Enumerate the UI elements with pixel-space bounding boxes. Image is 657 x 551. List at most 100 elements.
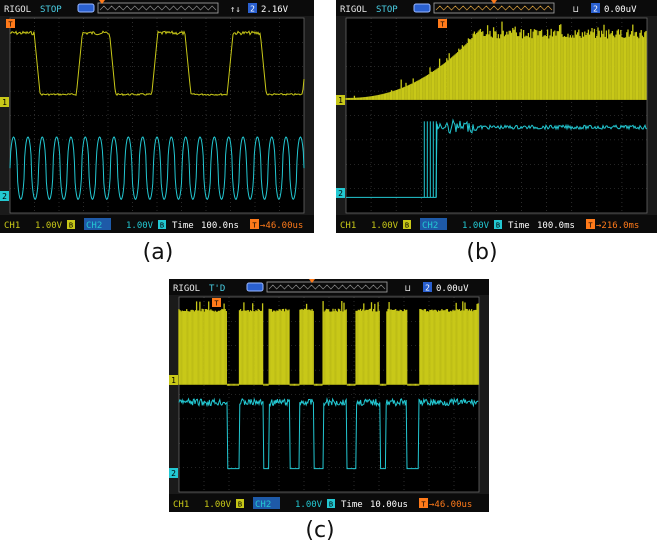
trigger-offset: T →46.00us [250, 219, 303, 231]
battery-icon [246, 282, 264, 292]
ch1-trace [345, 21, 647, 100]
ch1-label: CH1 [340, 221, 356, 231]
ch2-label: CH2 [255, 500, 271, 510]
ch1-marker-label: 1 [2, 98, 7, 107]
ch1-bandwidth-badge: B [403, 220, 411, 230]
timebase-value: 100.0ns [201, 221, 239, 231]
ch1-bandwidth-badge: B [236, 499, 244, 509]
ch2-scale: 1.00V [295, 500, 323, 510]
svg-text:T: T [8, 21, 13, 29]
svg-text:T: T [588, 222, 593, 230]
oscilloscope-screenshot-a: RIGOL STOP ↑↓ 2 2.16V T 1 2 CH1 1.00V B CH2 1.00V B Ti… [0, 0, 314, 233]
ch1-scale: 1.00V [371, 221, 399, 231]
scope-frame: RIGOL STOP ⊔ 2 0.00uV T 1 2 CH1 1.00V B CH2 1.00V B Ti… [336, 0, 657, 233]
trigger-channel-badge: 2 [248, 3, 257, 14]
battery-icon [413, 3, 431, 13]
svg-text:T: T [421, 501, 426, 509]
ch1-ground-marker: 1 [336, 95, 345, 105]
bottom-settings-bar: CH1 1.00V B CH2 1.00V B Time 100.0ms T →216.0ms [336, 215, 657, 233]
ch2-trace [178, 397, 479, 470]
trigger-offset-value: →46.00us [429, 500, 472, 510]
timebase-label: Time [172, 221, 194, 231]
bottom-bar-bg [0, 215, 314, 233]
trigger-position-marker [491, 0, 497, 4]
screen-border [178, 296, 480, 493]
ch1-trace [9, 30, 305, 97]
scope-frame: RIGOL T'D ⊔ 2 0.00uV T 1 2 CH1 1.00V B CH2 1.00V B Tim… [169, 279, 489, 512]
trigger-time-marker-icon: T [438, 19, 447, 29]
ch1-trace [178, 300, 479, 386]
memory-depth-indicator [266, 281, 388, 293]
svg-text:B: B [160, 222, 164, 230]
svg-text:B: B [496, 222, 500, 230]
battery-icon [77, 3, 95, 13]
trigger-offset: T →216.0ms [586, 219, 639, 231]
ch2-scale: 1.00V [126, 221, 154, 231]
trigger-offset-value: →216.0ms [596, 221, 639, 231]
rising-edge-icon: ⊔ [573, 5, 578, 15]
ch1-scale: 1.00V [204, 500, 232, 510]
ch2-label: CH2 [86, 221, 102, 231]
caption-a: (a) [142, 240, 174, 265]
brand-logo: RIGOL [173, 284, 200, 294]
trigger-time-marker-icon: T [212, 298, 221, 308]
trigger-time-marker-icon: T [6, 19, 15, 29]
trigger-offset: T →46.00us [419, 498, 472, 510]
caption-c: (c) [305, 518, 335, 543]
run-status: T'D [209, 284, 225, 294]
ch2-scale: 1.00V [462, 221, 490, 231]
ch2-bandwidth-badge: B [327, 499, 335, 509]
ch2-ground-marker: 2 [336, 188, 345, 198]
trigger-channel-number: 2 [250, 5, 255, 14]
ch2-label-box: CH2 [420, 218, 447, 231]
svg-text:T: T [252, 222, 257, 230]
ch2-label-box: CH2 [253, 497, 280, 510]
svg-text:B: B [329, 501, 333, 509]
scope-frame: RIGOL STOP ↑↓ 2 2.16V T 1 2 CH1 1.00V B CH2 1.00V B Ti… [0, 0, 314, 233]
top-status-bar: RIGOL STOP ↑↓ 2 2.16V [0, 0, 314, 16]
brand-logo: RIGOL [340, 5, 367, 15]
caption-b: (b) [466, 240, 498, 265]
timebase-label: Time [508, 221, 530, 231]
ch1-bandwidth-badge: B [67, 220, 75, 230]
trigger-channel-number: 2 [425, 284, 430, 293]
trigger-offset-value: →46.00us [260, 221, 303, 231]
timebase-label: Time [341, 500, 363, 510]
ch1-ground-marker: 1 [0, 97, 9, 107]
ch2-marker-label: 2 [2, 192, 7, 201]
rising-edge-icon: ⊔ [405, 284, 410, 294]
top-status-bar: RIGOL STOP ⊔ 2 0.00uV [336, 0, 657, 16]
run-status: STOP [376, 5, 398, 15]
ch2-bandwidth-badge: B [494, 220, 502, 230]
oscilloscope-screenshot-c: RIGOL T'D ⊔ 2 0.00uV T 1 2 CH1 1.00V B CH2 1.00V B Tim… [169, 279, 489, 512]
ch2-label: CH2 [422, 221, 438, 231]
trigger-level: 0.00uV [436, 284, 469, 294]
ch2-trace [9, 136, 305, 201]
screen-border [345, 17, 648, 214]
svg-text:B: B [69, 222, 73, 230]
ch2-marker-label: 2 [338, 189, 343, 198]
svg-text:B: B [405, 222, 409, 230]
graticule [10, 18, 304, 213]
bottom-settings-bar: CH1 1.00V B CH2 1.00V B Time 10.00us T →46.00us [169, 494, 489, 512]
svg-text:T: T [214, 300, 219, 308]
ch1-marker-label: 1 [171, 376, 176, 385]
screen-border [9, 17, 305, 214]
ch1-label: CH1 [4, 221, 20, 231]
svg-text:B: B [238, 501, 242, 509]
ch2-ground-marker: 2 [0, 191, 9, 201]
top-status-bar: RIGOL T'D ⊔ 2 0.00uV [169, 279, 489, 295]
run-status: STOP [40, 5, 62, 15]
ch2-marker-label: 2 [171, 469, 176, 478]
trigger-position-marker [99, 0, 105, 4]
ch2-edge-spikes [423, 121, 437, 198]
trigger-level: 0.00uV [604, 5, 637, 15]
ch1-ground-marker: 1 [169, 375, 178, 385]
ch2-bandwidth-badge: B [158, 220, 166, 230]
svg-text:T: T [440, 21, 445, 29]
timebase-value: 10.00us [370, 500, 408, 510]
rising-edge-icon: ↑↓ [230, 5, 241, 15]
trigger-channel-badge: 2 [591, 3, 600, 14]
trigger-channel-number: 2 [593, 5, 598, 14]
oscilloscope-screenshot-b: RIGOL STOP ⊔ 2 0.00uV T 1 2 CH1 1.00V B CH2 1.00V B Ti… [336, 0, 657, 233]
